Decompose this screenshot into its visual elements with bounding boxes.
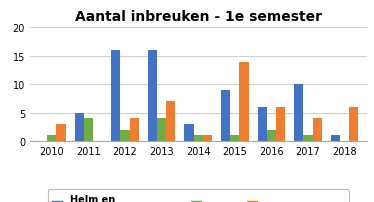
Bar (331, 136, 340, 141)
Bar (166, 102, 175, 141)
Bar (294, 85, 303, 141)
Bar (47, 136, 56, 141)
Bar (267, 130, 276, 141)
Bar (239, 62, 249, 141)
Bar (203, 136, 212, 141)
Bar (349, 107, 358, 141)
Bar (184, 124, 194, 141)
Bar (258, 107, 267, 141)
Bar (56, 124, 65, 141)
Bar (313, 119, 322, 141)
Bar (276, 107, 285, 141)
Bar (75, 113, 84, 141)
Bar (157, 119, 166, 141)
Bar (130, 119, 139, 141)
Bar (194, 136, 203, 141)
Bar (111, 51, 120, 141)
Legend: Helm en
beschermende kledij, Drugs, Zwaar vervoer: Helm en beschermende kledij, Drugs, Zwaa… (47, 189, 349, 202)
Title: Aantal inbreuken - 1e semester: Aantal inbreuken - 1e semester (75, 11, 322, 24)
Bar (230, 136, 239, 141)
Bar (120, 130, 130, 141)
Bar (84, 119, 93, 141)
Bar (221, 90, 230, 141)
Bar (148, 51, 157, 141)
Bar (303, 136, 313, 141)
